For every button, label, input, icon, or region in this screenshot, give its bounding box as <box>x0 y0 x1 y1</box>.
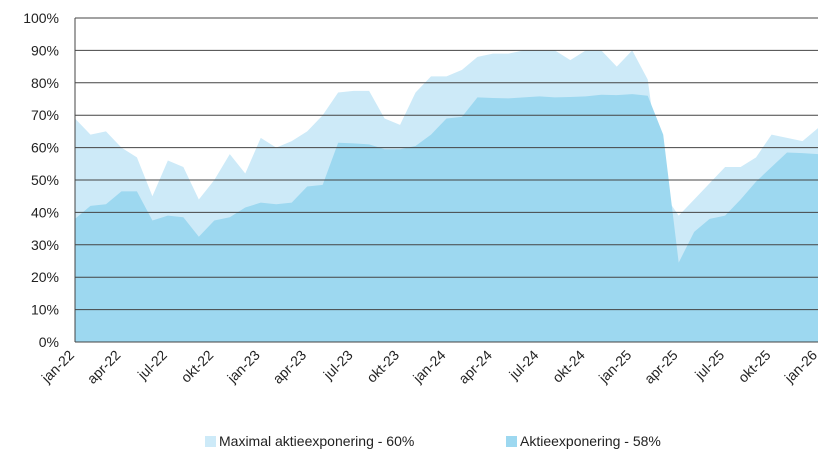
legend-label: Maximal aktieexponering - 60% <box>219 433 414 449</box>
y-tick-label: 100% <box>23 10 59 26</box>
y-tick-label: 50% <box>31 172 59 188</box>
x-tick-label: jan-24 <box>409 347 449 387</box>
x-tick-label: jul-23 <box>320 347 356 383</box>
x-tick-label: jan-25 <box>595 347 635 387</box>
y-tick-label: 60% <box>31 140 59 156</box>
x-tick-label: okt-23 <box>363 347 402 386</box>
y-tick-label: 90% <box>31 42 59 58</box>
x-tick-label: apr-25 <box>641 347 681 387</box>
x-tick-label: okt-22 <box>178 347 217 386</box>
y-tick-label: 20% <box>31 269 59 285</box>
y-tick-label: 70% <box>31 107 59 123</box>
legend-swatch <box>506 436 517 447</box>
y-tick-label: 80% <box>31 75 59 91</box>
x-tick-label: okt-24 <box>549 347 588 386</box>
x-tick-label: jan-23 <box>223 347 263 387</box>
x-tick-label: apr-24 <box>455 347 495 387</box>
y-tick-label: 40% <box>31 204 59 220</box>
x-tick-label: jan-26 <box>781 347 818 387</box>
y-tick-label: 10% <box>31 302 59 318</box>
x-tick-label: apr-23 <box>269 347 309 387</box>
y-tick-label: 30% <box>31 237 59 253</box>
y-tick-label: 0% <box>39 334 59 350</box>
x-tick-label: jul-24 <box>505 347 541 383</box>
x-tick-label: okt-25 <box>735 347 774 386</box>
legend-label: Aktieexponering - 58% <box>520 433 661 449</box>
x-tick-label: jan-22 <box>38 347 78 387</box>
x-tick-label: apr-22 <box>84 347 124 387</box>
x-tick-label: jul-25 <box>691 347 727 383</box>
legend-swatch <box>205 436 216 447</box>
x-tick-label: jul-22 <box>134 347 170 383</box>
area <box>75 94 818 342</box>
